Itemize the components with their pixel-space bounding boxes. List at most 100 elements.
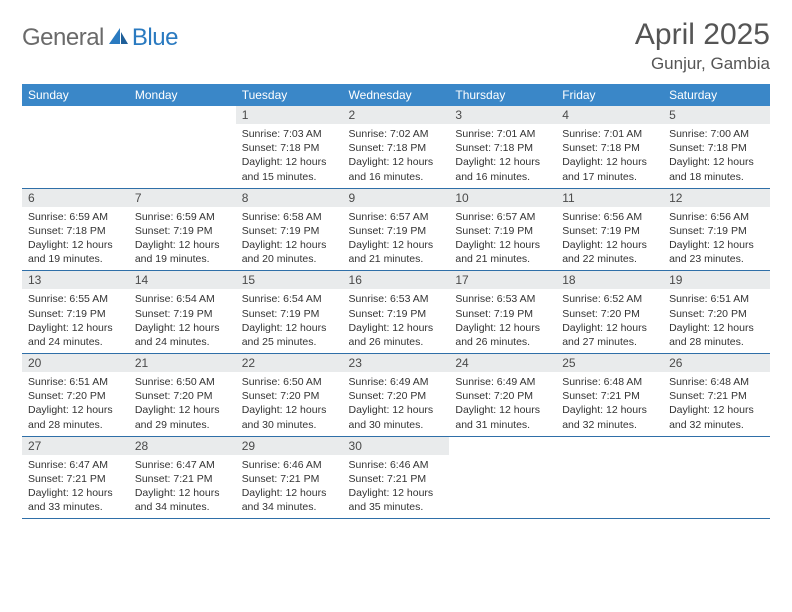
page-header: General Blue April 2025 Gunjur, Gambia bbox=[22, 18, 770, 74]
calendar-cell: 7Sunrise: 6:59 AMSunset: 7:19 PMDaylight… bbox=[129, 188, 236, 271]
day-number: 19 bbox=[663, 271, 770, 289]
day-details: Sunrise: 6:59 AMSunset: 7:18 PMDaylight:… bbox=[22, 207, 129, 271]
day-details: Sunrise: 6:50 AMSunset: 7:20 PMDaylight:… bbox=[129, 372, 236, 436]
sunrise-line: Sunrise: 6:56 AM bbox=[669, 210, 764, 224]
day-details: Sunrise: 6:49 AMSunset: 7:20 PMDaylight:… bbox=[343, 372, 450, 436]
day-details: Sunrise: 6:59 AMSunset: 7:19 PMDaylight:… bbox=[129, 207, 236, 271]
calendar-cell: 3Sunrise: 7:01 AMSunset: 7:18 PMDaylight… bbox=[449, 106, 556, 188]
day-number: 15 bbox=[236, 271, 343, 289]
day-number: 24 bbox=[449, 354, 556, 372]
day-number: 5 bbox=[663, 106, 770, 124]
sunset-line: Sunset: 7:20 PM bbox=[135, 389, 230, 403]
daylight-line: Daylight: 12 hours and 30 minutes. bbox=[349, 403, 444, 431]
daylight-line: Daylight: 12 hours and 20 minutes. bbox=[242, 238, 337, 266]
calendar-cell: 20Sunrise: 6:51 AMSunset: 7:20 PMDayligh… bbox=[22, 354, 129, 437]
calendar-cell: 23Sunrise: 6:49 AMSunset: 7:20 PMDayligh… bbox=[343, 354, 450, 437]
daylight-line: Daylight: 12 hours and 34 minutes. bbox=[242, 486, 337, 514]
sunset-line: Sunset: 7:20 PM bbox=[455, 389, 550, 403]
day-details: Sunrise: 6:55 AMSunset: 7:19 PMDaylight:… bbox=[22, 289, 129, 353]
daylight-line: Daylight: 12 hours and 30 minutes. bbox=[242, 403, 337, 431]
day-number: 14 bbox=[129, 271, 236, 289]
day-number: 8 bbox=[236, 189, 343, 207]
daylight-line: Daylight: 12 hours and 15 minutes. bbox=[242, 155, 337, 183]
day-details: Sunrise: 7:01 AMSunset: 7:18 PMDaylight:… bbox=[449, 124, 556, 188]
sunset-line: Sunset: 7:19 PM bbox=[28, 307, 123, 321]
weekday-header: Saturday bbox=[663, 84, 770, 106]
logo: General Blue bbox=[22, 24, 178, 52]
day-number: 20 bbox=[22, 354, 129, 372]
calendar-cell: 27Sunrise: 6:47 AMSunset: 7:21 PMDayligh… bbox=[22, 436, 129, 519]
weekday-header: Sunday bbox=[22, 84, 129, 106]
calendar-cell: 26Sunrise: 6:48 AMSunset: 7:21 PMDayligh… bbox=[663, 354, 770, 437]
sunset-line: Sunset: 7:21 PM bbox=[669, 389, 764, 403]
weekday-header: Thursday bbox=[449, 84, 556, 106]
day-details: Sunrise: 6:47 AMSunset: 7:21 PMDaylight:… bbox=[22, 455, 129, 519]
sunset-line: Sunset: 7:19 PM bbox=[349, 307, 444, 321]
day-details: Sunrise: 6:57 AMSunset: 7:19 PMDaylight:… bbox=[343, 207, 450, 271]
sunset-line: Sunset: 7:19 PM bbox=[455, 224, 550, 238]
sunset-line: Sunset: 7:21 PM bbox=[349, 472, 444, 486]
weekday-header: Wednesday bbox=[343, 84, 450, 106]
day-number: 9 bbox=[343, 189, 450, 207]
sunrise-line: Sunrise: 6:54 AM bbox=[242, 292, 337, 306]
day-details: Sunrise: 6:46 AMSunset: 7:21 PMDaylight:… bbox=[343, 455, 450, 519]
daylight-line: Daylight: 12 hours and 18 minutes. bbox=[669, 155, 764, 183]
day-details: Sunrise: 7:03 AMSunset: 7:18 PMDaylight:… bbox=[236, 124, 343, 188]
logo-sail-icon bbox=[107, 26, 129, 51]
sunrise-line: Sunrise: 6:59 AM bbox=[135, 210, 230, 224]
daylight-line: Daylight: 12 hours and 21 minutes. bbox=[455, 238, 550, 266]
day-number: 12 bbox=[663, 189, 770, 207]
sunset-line: Sunset: 7:19 PM bbox=[135, 307, 230, 321]
sunset-line: Sunset: 7:19 PM bbox=[562, 224, 657, 238]
day-number: 27 bbox=[22, 437, 129, 455]
sunrise-line: Sunrise: 6:51 AM bbox=[669, 292, 764, 306]
day-details: Sunrise: 6:56 AMSunset: 7:19 PMDaylight:… bbox=[556, 207, 663, 271]
daylight-line: Daylight: 12 hours and 22 minutes. bbox=[562, 238, 657, 266]
daylight-line: Daylight: 12 hours and 32 minutes. bbox=[562, 403, 657, 431]
sunset-line: Sunset: 7:18 PM bbox=[455, 141, 550, 155]
day-number: 10 bbox=[449, 189, 556, 207]
daylight-line: Daylight: 12 hours and 32 minutes. bbox=[669, 403, 764, 431]
calendar-cell bbox=[449, 436, 556, 519]
day-details: Sunrise: 6:46 AMSunset: 7:21 PMDaylight:… bbox=[236, 455, 343, 519]
sunrise-line: Sunrise: 6:46 AM bbox=[349, 458, 444, 472]
day-number: 17 bbox=[449, 271, 556, 289]
calendar-cell bbox=[22, 106, 129, 188]
calendar-cell: 29Sunrise: 6:46 AMSunset: 7:21 PMDayligh… bbox=[236, 436, 343, 519]
calendar-header-row: SundayMondayTuesdayWednesdayThursdayFrid… bbox=[22, 84, 770, 106]
sunrise-line: Sunrise: 6:46 AM bbox=[242, 458, 337, 472]
calendar-cell bbox=[663, 436, 770, 519]
day-details: Sunrise: 6:47 AMSunset: 7:21 PMDaylight:… bbox=[129, 455, 236, 519]
title-block: April 2025 Gunjur, Gambia bbox=[635, 18, 770, 74]
sunrise-line: Sunrise: 6:53 AM bbox=[455, 292, 550, 306]
sunset-line: Sunset: 7:19 PM bbox=[669, 224, 764, 238]
daylight-line: Daylight: 12 hours and 16 minutes. bbox=[455, 155, 550, 183]
sunset-line: Sunset: 7:20 PM bbox=[28, 389, 123, 403]
daylight-line: Daylight: 12 hours and 21 minutes. bbox=[349, 238, 444, 266]
sunset-line: Sunset: 7:21 PM bbox=[135, 472, 230, 486]
sunrise-line: Sunrise: 7:01 AM bbox=[562, 127, 657, 141]
day-details: Sunrise: 6:54 AMSunset: 7:19 PMDaylight:… bbox=[129, 289, 236, 353]
location-label: Gunjur, Gambia bbox=[635, 54, 770, 74]
sunset-line: Sunset: 7:20 PM bbox=[669, 307, 764, 321]
day-number: 30 bbox=[343, 437, 450, 455]
sunset-line: Sunset: 7:19 PM bbox=[242, 307, 337, 321]
day-number: 16 bbox=[343, 271, 450, 289]
calendar-row: 13Sunrise: 6:55 AMSunset: 7:19 PMDayligh… bbox=[22, 271, 770, 354]
sunset-line: Sunset: 7:18 PM bbox=[28, 224, 123, 238]
day-number: 3 bbox=[449, 106, 556, 124]
daylight-line: Daylight: 12 hours and 34 minutes. bbox=[135, 486, 230, 514]
day-number: 7 bbox=[129, 189, 236, 207]
logo-text-2: Blue bbox=[132, 24, 178, 52]
sunset-line: Sunset: 7:19 PM bbox=[455, 307, 550, 321]
day-number: 13 bbox=[22, 271, 129, 289]
day-number: 4 bbox=[556, 106, 663, 124]
daylight-line: Daylight: 12 hours and 35 minutes. bbox=[349, 486, 444, 514]
day-details: Sunrise: 6:52 AMSunset: 7:20 PMDaylight:… bbox=[556, 289, 663, 353]
calendar-row: 6Sunrise: 6:59 AMSunset: 7:18 PMDaylight… bbox=[22, 188, 770, 271]
sunrise-line: Sunrise: 6:57 AM bbox=[455, 210, 550, 224]
sunrise-line: Sunrise: 6:47 AM bbox=[28, 458, 123, 472]
sunrise-line: Sunrise: 6:48 AM bbox=[562, 375, 657, 389]
daylight-line: Daylight: 12 hours and 16 minutes. bbox=[349, 155, 444, 183]
month-title: April 2025 bbox=[635, 18, 770, 52]
